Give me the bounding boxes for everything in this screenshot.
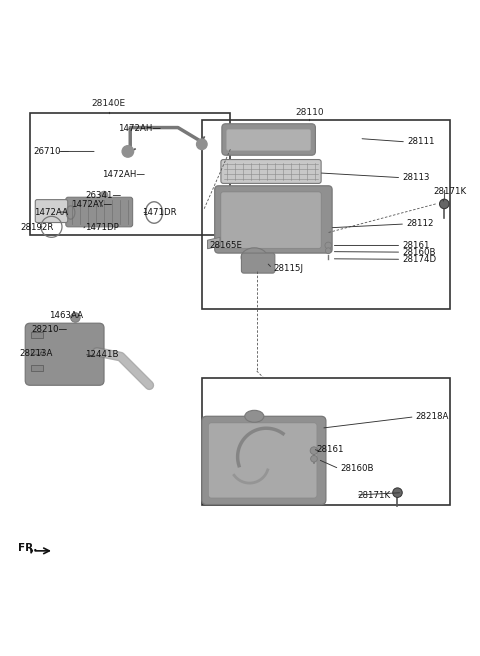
Text: 26710—: 26710— [34, 147, 70, 156]
FancyBboxPatch shape [208, 423, 317, 498]
Text: 1472AH—: 1472AH— [102, 170, 144, 179]
Text: 1472AH—: 1472AH— [118, 124, 161, 133]
Circle shape [311, 455, 317, 462]
Polygon shape [207, 237, 220, 249]
FancyBboxPatch shape [202, 417, 326, 504]
Text: 28171K: 28171K [433, 188, 467, 197]
FancyBboxPatch shape [35, 199, 68, 222]
Text: 28111: 28111 [407, 137, 434, 146]
Ellipse shape [241, 248, 267, 267]
FancyBboxPatch shape [222, 124, 315, 155]
Text: 28210—: 28210— [32, 325, 68, 335]
Polygon shape [31, 548, 33, 553]
Bar [202, 378, 450, 504]
FancyBboxPatch shape [221, 192, 321, 249]
Ellipse shape [245, 410, 264, 422]
FancyBboxPatch shape [227, 129, 311, 150]
Circle shape [122, 146, 133, 157]
FancyBboxPatch shape [241, 253, 275, 273]
Circle shape [100, 192, 108, 199]
Text: 28192R: 28192R [21, 223, 54, 232]
Text: 12441B: 12441B [85, 350, 119, 359]
Bar [31, 348, 43, 354]
Text: 28161: 28161 [316, 445, 344, 454]
Circle shape [71, 313, 80, 322]
Circle shape [197, 139, 207, 150]
FancyBboxPatch shape [221, 159, 321, 184]
Bar [31, 365, 43, 371]
Text: 28218A: 28218A [416, 412, 449, 421]
Text: 28112: 28112 [406, 220, 433, 228]
Text: 28160B: 28160B [402, 247, 436, 256]
Text: 28113: 28113 [402, 173, 430, 182]
Circle shape [440, 199, 449, 209]
Text: 1472AA: 1472AA [34, 207, 68, 216]
Bar [30, 113, 230, 235]
FancyBboxPatch shape [66, 197, 132, 227]
Bar [202, 121, 450, 309]
Text: 28110: 28110 [295, 108, 324, 117]
Text: FR.: FR. [18, 543, 37, 552]
Text: 28140E: 28140E [92, 100, 126, 108]
FancyBboxPatch shape [25, 323, 104, 385]
Text: 28160B: 28160B [340, 464, 374, 473]
Text: 28171K: 28171K [357, 491, 390, 499]
Text: 28213A: 28213A [20, 349, 53, 358]
Circle shape [325, 248, 331, 254]
Text: 26341—: 26341— [85, 191, 121, 200]
Circle shape [325, 242, 332, 249]
Text: 28115J: 28115J [274, 264, 303, 273]
Text: 28165E: 28165E [209, 241, 242, 250]
Text: 28174D: 28174D [402, 255, 436, 264]
Text: 1471DR: 1471DR [142, 208, 177, 217]
Circle shape [393, 488, 402, 497]
Text: 28161: 28161 [402, 241, 430, 250]
Text: 1471DP: 1471DP [85, 223, 119, 232]
Text: 1472AY—: 1472AY— [71, 200, 112, 209]
Text: 1463AA: 1463AA [49, 310, 83, 319]
Bar [31, 332, 43, 338]
Circle shape [310, 447, 318, 455]
FancyBboxPatch shape [215, 186, 332, 253]
